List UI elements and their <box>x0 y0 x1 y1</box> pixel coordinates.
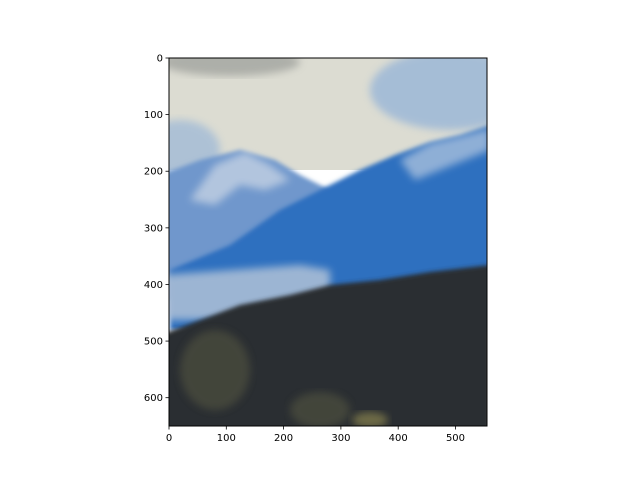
y-tick-label: 400 <box>144 280 163 291</box>
foreground-highlight <box>352 412 388 426</box>
y-tick-label: 0 <box>157 54 163 65</box>
y-axis: 0 100 200 300 400 500 600 <box>144 54 169 404</box>
forest-olive-patch-2 <box>290 392 350 426</box>
x-tick-label: 100 <box>217 433 236 444</box>
x-tick-label: 300 <box>331 433 350 444</box>
image-area <box>169 58 487 426</box>
x-tick-label: 200 <box>274 433 293 444</box>
forest-olive-patch <box>180 330 250 410</box>
sky-blue-patch <box>370 58 487 130</box>
y-tick-label: 600 <box>144 393 163 404</box>
sky-grey-cloud <box>169 58 300 76</box>
x-axis: 0 100 200 300 400 500 <box>166 426 465 444</box>
near-mountain-ridge <box>400 128 487 180</box>
axes-frame <box>168 57 488 427</box>
y-tick-label: 500 <box>144 337 163 348</box>
forest-hillside <box>169 265 487 426</box>
x-tick-label: 400 <box>389 433 408 444</box>
y-tick-label: 100 <box>144 110 163 121</box>
far-mountain-snow <box>190 152 290 205</box>
y-tick-label: 300 <box>144 223 163 234</box>
x-tick-label: 0 <box>166 433 172 444</box>
y-tick-label: 200 <box>144 167 163 178</box>
x-tick-label: 500 <box>446 433 465 444</box>
